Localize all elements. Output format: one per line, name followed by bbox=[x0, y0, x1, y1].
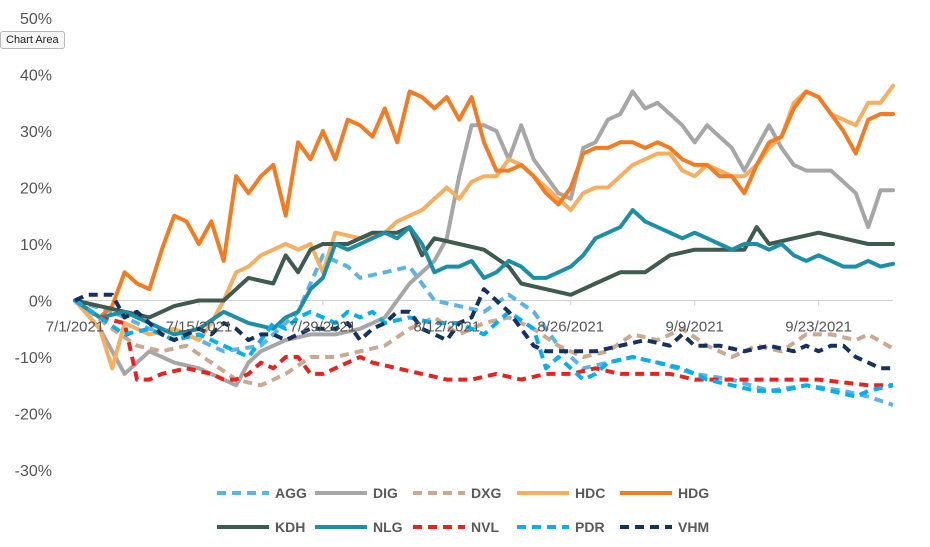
y-tick-label: 20% bbox=[20, 181, 52, 198]
legend-item-nlg: NLG bbox=[315, 519, 403, 535]
legend-label: PDR bbox=[575, 519, 605, 535]
x-tick-label: 7/29/2021 bbox=[290, 319, 357, 336]
x-tick-label: 8/12/2021 bbox=[413, 319, 480, 336]
series-line-dxg bbox=[73, 298, 894, 388]
legend-item-dig: DIG bbox=[315, 485, 398, 501]
legend-item-nvl: NVL bbox=[413, 519, 499, 535]
series-line-agg bbox=[74, 253, 894, 407]
legend-item-dxg: DXG bbox=[413, 485, 501, 501]
y-tick-label: 10% bbox=[20, 237, 52, 254]
y-tick-label: -30% bbox=[15, 463, 52, 480]
y-tick-label: -20% bbox=[15, 407, 52, 424]
legend-item-agg: AGG bbox=[217, 485, 307, 501]
legend-label: NVL bbox=[471, 519, 499, 535]
y-axis: 50% 40% 30% 20% 10% 0% -10% -20% -30% bbox=[15, 11, 52, 480]
y-tick-label: 50% bbox=[20, 11, 52, 28]
legend-item-kdh: KDH bbox=[217, 519, 305, 535]
legend-item-hdc: HDC bbox=[517, 485, 605, 501]
series-line-kdh bbox=[73, 225, 895, 320]
legend-label: VHM bbox=[678, 519, 709, 535]
series-line-hdg bbox=[73, 89, 895, 320]
x-tick-label: 7/1/2021 bbox=[46, 319, 104, 336]
legend-label: KDH bbox=[275, 519, 305, 535]
x-tick-label: 9/23/2021 bbox=[785, 319, 852, 336]
legend-label: AGG bbox=[275, 485, 307, 501]
legend-label: DIG bbox=[373, 485, 398, 501]
legend-item-vhm: VHM bbox=[620, 519, 709, 535]
x-axis: 7/1/2021 7/15/2021 7/29/2021 8/12/2021 8/26/… bbox=[46, 319, 852, 336]
legend-item-hdg: HDG bbox=[620, 485, 709, 501]
x-tick-label: 7/15/2021 bbox=[166, 319, 233, 336]
legend-label: DXG bbox=[471, 485, 501, 501]
series-line-nvl bbox=[73, 298, 893, 388]
y-tick-label: 30% bbox=[20, 124, 52, 141]
series-line-pdr bbox=[73, 298, 894, 399]
legend-label: HDC bbox=[575, 485, 605, 501]
y-tick-label: 40% bbox=[20, 68, 52, 85]
legend: AGG DIG DXG HDC HDG KDH NLG NVL PDR VHM bbox=[217, 485, 709, 535]
x-tick-label: 8/26/2021 bbox=[537, 319, 604, 336]
series-line-nlg bbox=[73, 208, 895, 337]
chart-area-tooltip: Chart Area bbox=[0, 31, 65, 49]
legend-item-pdr: PDR bbox=[517, 519, 605, 535]
legend-label: NLG bbox=[373, 519, 403, 535]
legend-label: HDG bbox=[678, 485, 709, 501]
series-line-vhm bbox=[74, 287, 893, 371]
series-lines bbox=[73, 83, 895, 407]
y-tick-label: 0% bbox=[29, 294, 52, 311]
y-tick-label: -10% bbox=[15, 350, 52, 367]
x-tick-label: 9/9/2021 bbox=[666, 319, 724, 336]
